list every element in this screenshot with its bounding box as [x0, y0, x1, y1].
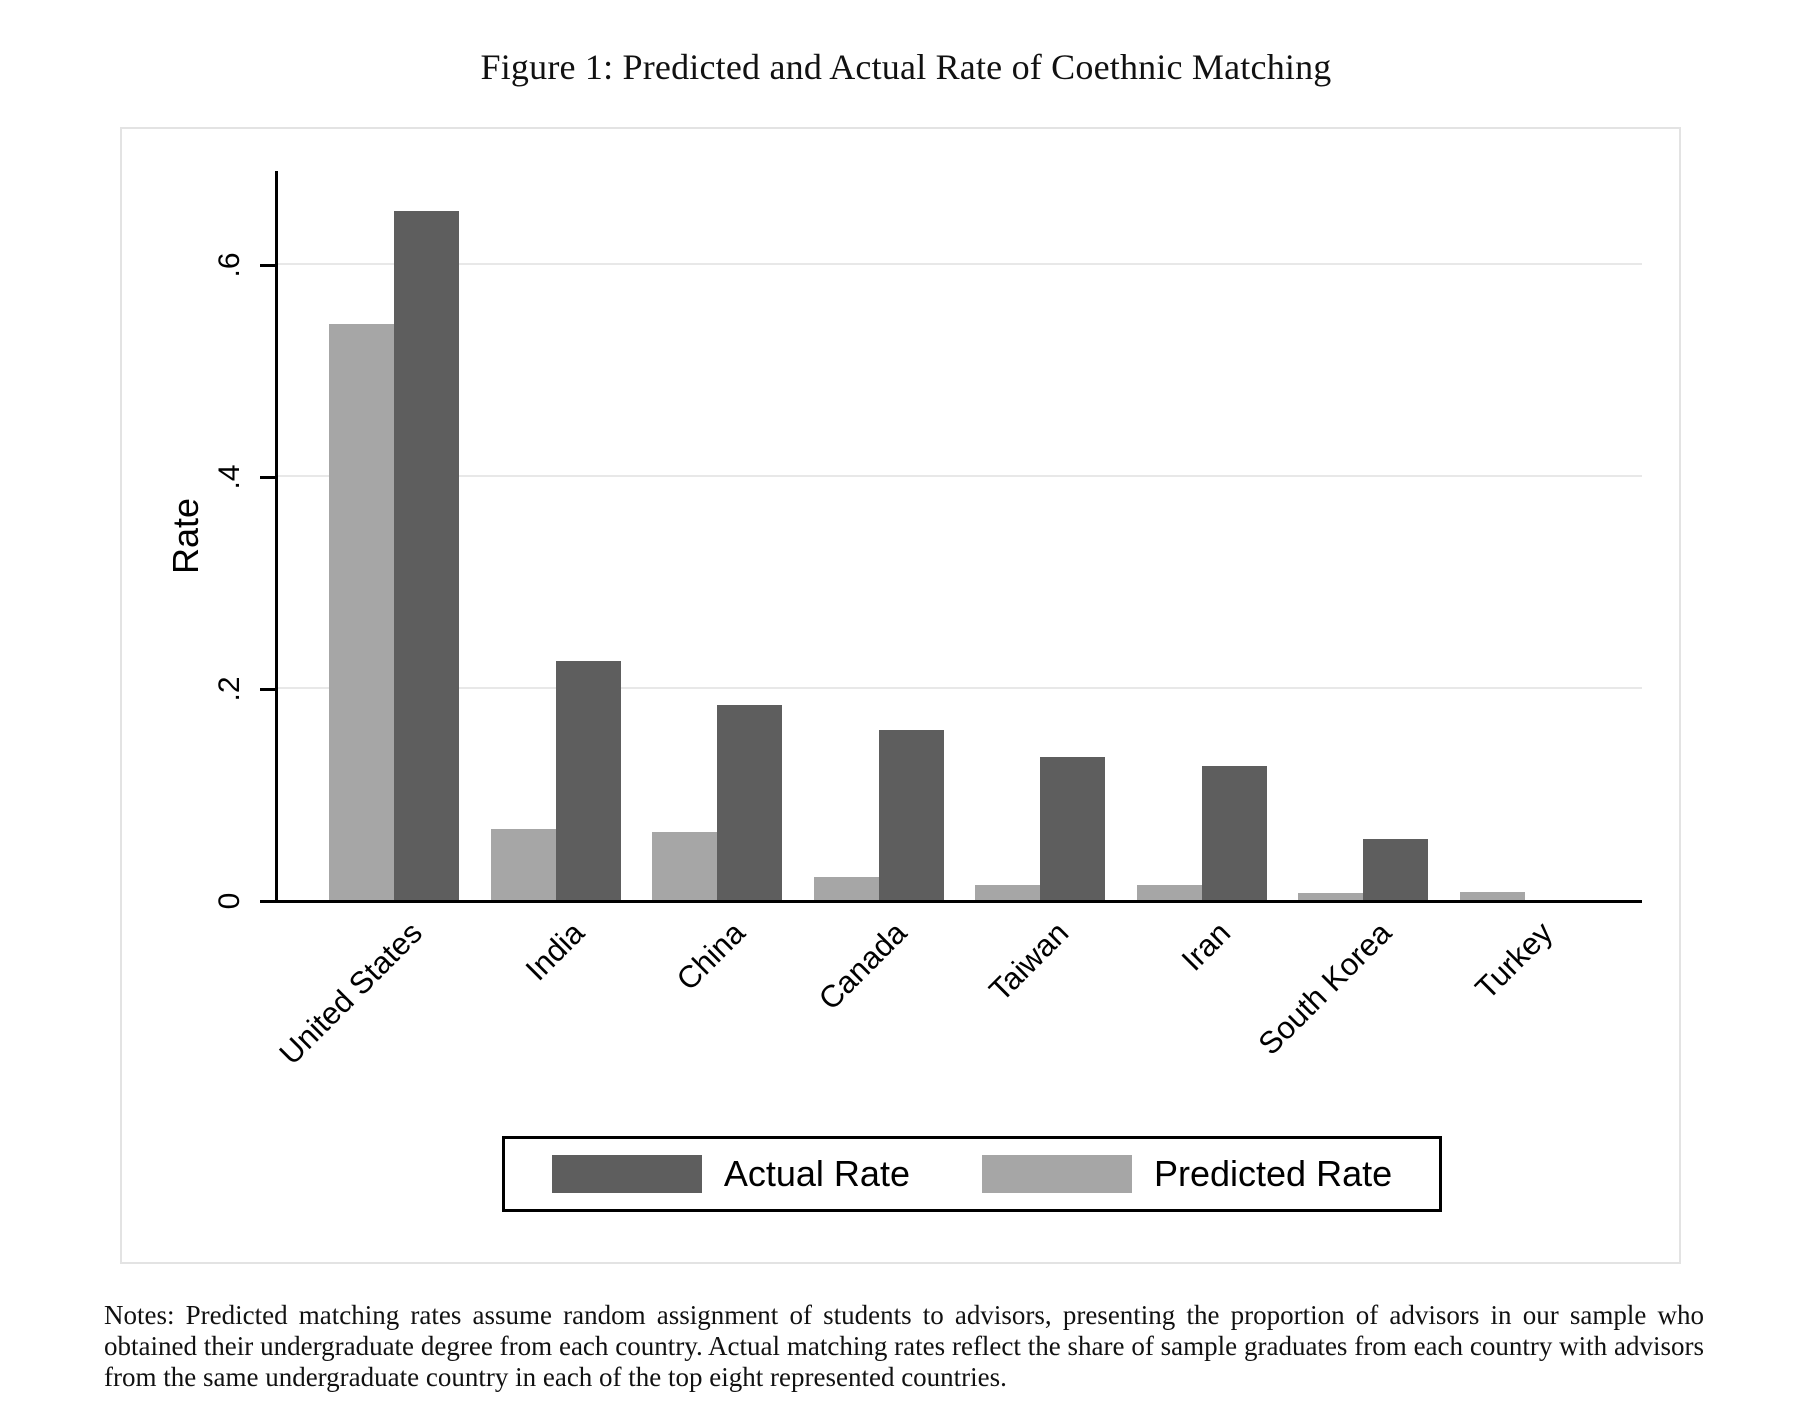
bar-predicted-canada [814, 877, 879, 900]
gridline-.6 [278, 263, 1642, 265]
y-axis-title: Rate [165, 497, 206, 575]
legend-label-predicted-rate: Predicted Rate [1153, 1153, 1393, 1194]
x-category-label-south-korea: South Korea [1251, 915, 1398, 1062]
x-category-label-china: China [669, 915, 752, 998]
y-tick-.2 [260, 688, 275, 691]
x-category-label-turkey: Turkey [1468, 915, 1560, 1006]
legend-label-actual-rate: Actual Rate [723, 1153, 910, 1194]
y-tick-label: .4 [213, 464, 246, 490]
bar-actual-canada [879, 730, 944, 900]
x-category-label-iran: Iran [1174, 915, 1237, 978]
y-tick-0 [260, 900, 275, 903]
figure-notes: Notes: Predicted matching rates assume r… [104, 1300, 1704, 1392]
bar-actual-united-states [394, 211, 459, 900]
bar-actual-iran [1202, 766, 1267, 900]
x-category-label-canada: Canada [812, 915, 914, 1017]
bar-predicted-india [491, 829, 556, 900]
figure-title: Figure 1: Predicted and Actual Rate of C… [480, 47, 1332, 87]
legend-swatch-predicted-rate [981, 1155, 1132, 1193]
y-tick-label: .6 [213, 252, 246, 278]
y-tick-.4 [260, 476, 275, 479]
gridline-.2 [278, 687, 1642, 689]
bar-predicted-china [652, 832, 717, 900]
bar-predicted-taiwan [975, 885, 1040, 900]
bar-actual-taiwan [1040, 757, 1105, 900]
bar-actual-india [556, 661, 621, 900]
chart-frame: 0 .2 .4 .6 United States India China Canada Tai… [120, 127, 1681, 1264]
plot-area: 0 .2 .4 .6 United States India China Canada Tai… [122, 129, 1679, 1262]
bar-predicted-south-korea [1298, 893, 1363, 900]
gridline-.4 [278, 475, 1642, 477]
y-tick-label: .2 [213, 676, 246, 702]
x-axis-line [275, 900, 1642, 903]
x-category-label-taiwan: Taiwan [981, 915, 1075, 1008]
bar-actual-south-korea [1363, 839, 1428, 900]
legend: Actual Rate Predicted Rate [502, 1136, 1442, 1212]
bar-predicted-turkey [1460, 892, 1525, 900]
bar-actual-china [717, 705, 782, 900]
legend-swatch-actual-rate [551, 1155, 702, 1193]
y-tick-label: 0 [213, 892, 246, 910]
bar-predicted-iran [1137, 885, 1202, 900]
y-axis-line [275, 171, 278, 903]
x-category-label-india: India [518, 915, 591, 988]
y-tick-.6 [260, 264, 275, 267]
x-category-label-united-states: United States [272, 915, 429, 1072]
bar-predicted-united-states [329, 324, 394, 900]
